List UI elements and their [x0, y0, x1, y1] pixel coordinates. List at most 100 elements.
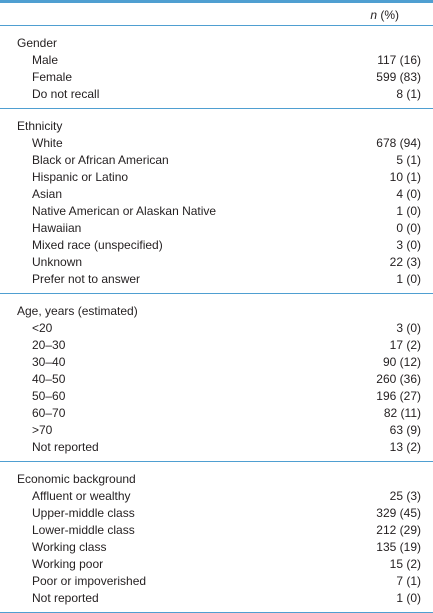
table-header-row: n (%) [0, 3, 433, 26]
row-label: Poor or impoverished [32, 574, 147, 588]
table-section: Economic background Affluent or wealthy 25… [0, 462, 433, 613]
table-row: Hispanic or Latino 10 (1) [0, 169, 433, 186]
row-label: Do not recall [32, 87, 100, 101]
table-row: Upper-middle class 329 (45) [0, 505, 433, 522]
row-label: Prefer not to answer [32, 272, 141, 286]
row-value: 0 (0) [396, 221, 421, 235]
row-label: Black or African American [32, 153, 169, 167]
row-value: 599 (83) [376, 70, 421, 84]
row-value: 1 (0) [396, 272, 421, 286]
row-label: 50–60 [32, 389, 66, 403]
column-header-n: n [370, 8, 377, 22]
row-value: 1 (0) [396, 591, 421, 605]
table-section: Gender Male 117 (16) Female 599 (83) Do not r… [0, 26, 433, 109]
row-value: 1 (0) [396, 204, 421, 218]
table-body: Gender Male 117 (16) Female 599 (83) Do not r… [0, 26, 433, 613]
row-value: 4 (0) [396, 187, 421, 201]
row-label: 40–50 [32, 372, 66, 386]
row-value: 135 (19) [376, 540, 421, 554]
row-label: White [32, 136, 63, 150]
row-value: 196 (27) [376, 389, 421, 403]
table-row: Prefer not to answer 1 (0) [0, 271, 433, 288]
row-label: 60–70 [32, 406, 66, 420]
row-value: 10 (1) [389, 170, 421, 184]
row-label: Working poor [32, 557, 104, 571]
table-top-rule [0, 0, 433, 3]
row-label: 20–30 [32, 338, 66, 352]
row-label: 30–40 [32, 355, 66, 369]
column-header-n-percent: n (%) [370, 8, 399, 22]
row-label: <20 [32, 321, 53, 335]
table-row: Not reported 1 (0) [0, 590, 433, 607]
row-value: 13 (2) [389, 440, 421, 454]
table-row: Lower-middle class 212 (29) [0, 522, 433, 539]
row-value: 678 (94) [376, 136, 421, 150]
section-heading: Gender [0, 35, 433, 52]
row-value: 15 (2) [389, 557, 421, 571]
table-row: Hawaiian 0 (0) [0, 220, 433, 237]
table-row: Working class 135 (19) [0, 539, 433, 556]
row-value: 82 (11) [383, 406, 421, 420]
row-label: Not reported [32, 440, 99, 454]
table-row: 40–50 260 (36) [0, 371, 433, 388]
row-value: 7 (1) [396, 574, 421, 588]
section-heading: Ethnicity [0, 118, 433, 135]
row-label: Asian [32, 187, 63, 201]
row-value: 25 (3) [389, 489, 421, 503]
row-value: 329 (45) [376, 506, 421, 520]
table-row: Native American or Alaskan Native 1 (0) [0, 203, 433, 220]
table-row: Female 599 (83) [0, 69, 433, 86]
table-row: Working poor 15 (2) [0, 556, 433, 573]
section-heading: Economic background [0, 471, 433, 488]
table-row: 50–60 196 (27) [0, 388, 433, 405]
section-title: Gender [17, 36, 58, 50]
table-section: Age, years (estimated) <20 3 (0) 20–30 17 (2… [0, 294, 433, 462]
table-row: Do not recall 8 (1) [0, 86, 433, 103]
table-row: >70 63 (9) [0, 422, 433, 439]
column-header-percent: (%) [377, 8, 399, 22]
table-section: Ethnicity White 678 (94) Black or African A… [0, 109, 433, 294]
table-row: Mixed race (unspecified) 3 (0) [0, 237, 433, 254]
row-value: 260 (36) [376, 372, 421, 386]
row-value: 5 (1) [396, 153, 421, 167]
row-value: 117 (16) [377, 53, 421, 67]
table-row: Asian 4 (0) [0, 186, 433, 203]
table-row: <20 3 (0) [0, 320, 433, 337]
row-label: Working class [32, 540, 107, 554]
row-label: Male [32, 53, 59, 67]
section-heading: Age, years (estimated) [0, 303, 433, 320]
row-value: 3 (0) [396, 321, 421, 335]
row-value: 8 (1) [396, 87, 421, 101]
row-value: 212 (29) [376, 523, 421, 537]
row-label: Female [32, 70, 73, 84]
row-value: 90 (12) [382, 355, 421, 369]
row-label: Upper-middle class [32, 506, 135, 520]
row-label: Affluent or wealthy [32, 489, 131, 503]
table-row: Poor or impoverished 7 (1) [0, 573, 433, 590]
table-row: 20–30 17 (2) [0, 337, 433, 354]
table-row: Black or African American 5 (1) [0, 152, 433, 169]
section-title: Age, years (estimated) [17, 304, 138, 318]
row-value: 22 (3) [389, 255, 421, 269]
table-row: Not reported 13 (2) [0, 439, 433, 456]
row-label: Mixed race (unspecified) [32, 238, 163, 252]
row-label: Native American or Alaskan Native [32, 204, 217, 218]
row-label: Not reported [32, 591, 99, 605]
row-label: >70 [32, 423, 53, 437]
row-value: 3 (0) [396, 238, 421, 252]
table-row: White 678 (94) [0, 135, 433, 152]
row-value: 63 (9) [389, 423, 421, 437]
row-label: Hawaiian [32, 221, 82, 235]
table-row: 30–40 90 (12) [0, 354, 433, 371]
section-title: Economic background [17, 472, 136, 486]
table-row: Affluent or wealthy 25 (3) [0, 488, 433, 505]
table-row: Unknown 22 (3) [0, 254, 433, 271]
table-row: 60–70 82 (11) [0, 405, 433, 422]
row-value: 17 (2) [389, 338, 421, 352]
section-title: Ethnicity [17, 119, 63, 133]
row-label: Hispanic or Latino [32, 170, 129, 184]
row-label: Unknown [32, 255, 83, 269]
table-row: Male 117 (16) [0, 52, 433, 69]
row-label: Lower-middle class [32, 523, 135, 537]
